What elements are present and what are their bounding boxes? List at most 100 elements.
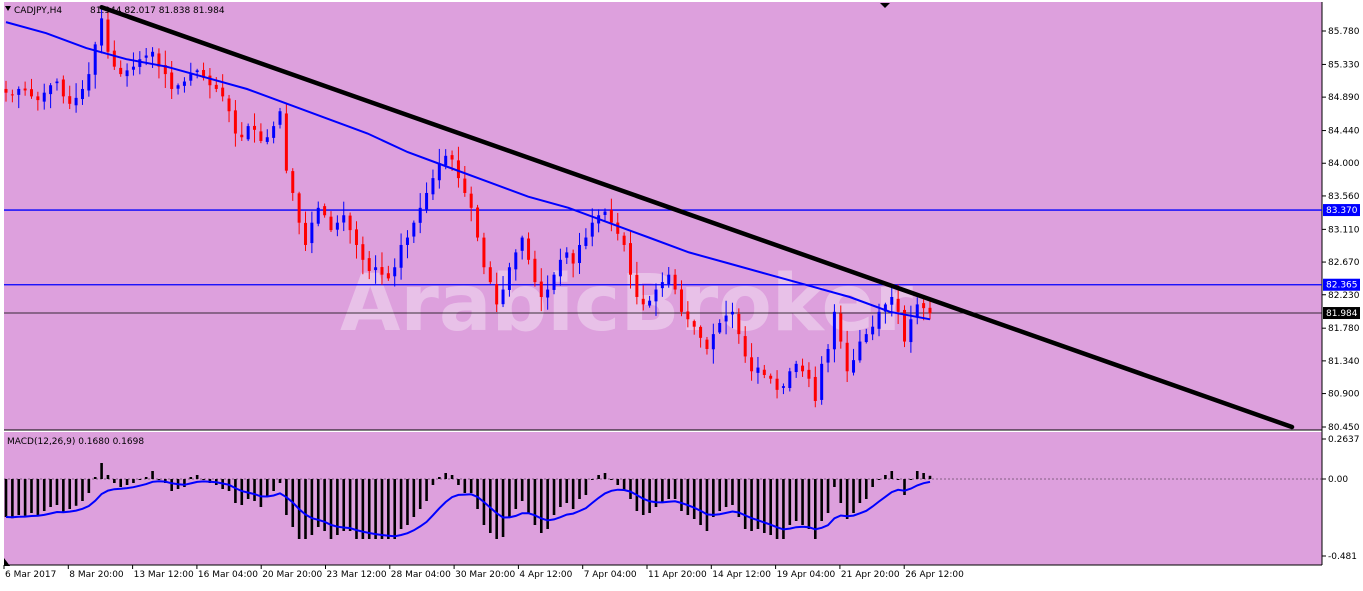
candle-body xyxy=(527,238,531,260)
macd-histogram-bar xyxy=(616,479,620,485)
candle-body xyxy=(533,258,537,283)
macd-histogram-bar xyxy=(457,479,460,485)
candle-body xyxy=(138,59,142,67)
scroll-marker-icon[interactable] xyxy=(4,558,10,566)
candle-body xyxy=(469,193,473,208)
candle-body xyxy=(182,81,186,86)
candle-body xyxy=(227,98,231,112)
candle-body xyxy=(546,289,550,298)
macd-histogram-bar xyxy=(195,475,199,479)
candle-body xyxy=(93,44,97,75)
candle-body xyxy=(259,131,263,141)
macd-histogram-bar xyxy=(578,479,581,499)
macd-histogram-bar xyxy=(788,479,792,525)
macd-histogram-bar xyxy=(418,479,422,509)
candle-body xyxy=(909,319,913,343)
macd-histogram-bar xyxy=(661,479,664,503)
candle-body xyxy=(628,243,632,275)
candle-body xyxy=(189,74,193,81)
candle-body xyxy=(304,222,308,245)
time-tick-label: 16 Mar 04:00 xyxy=(198,570,258,580)
trendline-line[interactable] xyxy=(99,4,1295,430)
candle-body xyxy=(221,87,225,97)
candle-body xyxy=(476,207,480,238)
macd-tick-label: 0.00 xyxy=(1328,475,1348,485)
candle-body xyxy=(170,72,174,89)
candle-body xyxy=(112,50,116,67)
macd-histogram-bar xyxy=(144,477,148,479)
candle-body xyxy=(17,88,21,95)
macd-histogram-bar xyxy=(310,479,314,535)
candle-body xyxy=(609,210,613,223)
macd-histogram-bar xyxy=(648,479,651,513)
price-tick-label: 80.450 xyxy=(1328,423,1360,433)
candle-body xyxy=(756,367,760,373)
macd-histogram-bar xyxy=(463,479,467,493)
candle-body xyxy=(412,222,416,237)
candle-body xyxy=(278,111,282,125)
candle-body xyxy=(571,253,575,264)
macd-histogram-bar xyxy=(17,479,21,515)
candle-body xyxy=(265,137,269,142)
macd-indicator: 0.2637 0.00 -0.481 xyxy=(4,435,1360,562)
candle-body xyxy=(163,65,167,75)
price-tick-label: 85.330 xyxy=(1328,60,1360,70)
macd-histogram-bar xyxy=(246,479,250,499)
macd-histogram-bar xyxy=(278,479,282,483)
candle-body xyxy=(673,274,677,290)
macd-histogram-bar xyxy=(87,479,91,493)
candle-body xyxy=(641,298,645,305)
time-tick-label: 20 Mar 20:00 xyxy=(262,570,322,580)
macd-histogram-bar xyxy=(393,479,397,539)
macd-histogram-bar xyxy=(571,479,575,509)
candle-body xyxy=(801,365,805,372)
candle-body xyxy=(386,273,390,279)
candle-body xyxy=(151,51,155,57)
collapse-arrow-icon[interactable] xyxy=(5,6,11,11)
candle-body xyxy=(29,89,33,97)
level-price-label: 82.365 xyxy=(1326,281,1358,291)
candle-body xyxy=(80,88,84,100)
macd-histogram-bar xyxy=(603,473,607,479)
candle-body xyxy=(437,163,441,181)
candle-body xyxy=(488,267,492,283)
macd-histogram-bar xyxy=(546,479,549,529)
candle-body xyxy=(310,222,314,244)
time-tick-label: 11 Apr 20:00 xyxy=(648,570,707,580)
shift-marker-icon[interactable] xyxy=(880,3,890,8)
candle-body xyxy=(788,371,792,389)
candle-body xyxy=(367,258,371,271)
macd-histogram-bar xyxy=(495,479,498,539)
trendline[interactable] xyxy=(99,4,1295,430)
candle-body xyxy=(539,281,543,297)
candle-body xyxy=(750,357,754,372)
candle-body xyxy=(590,222,594,237)
macd-histogram-bar xyxy=(527,479,530,513)
level-price-tag xyxy=(1323,278,1360,291)
candle-body xyxy=(769,375,773,379)
macd-histogram-bar xyxy=(361,479,365,539)
macd-histogram-bar xyxy=(234,479,237,503)
candle-body xyxy=(495,284,499,305)
candle-body xyxy=(157,53,161,67)
candle-body xyxy=(23,88,27,91)
candle-body xyxy=(74,97,78,106)
candle-body xyxy=(686,311,690,320)
candle-body xyxy=(820,363,824,400)
macd-histogram-bar xyxy=(750,479,753,531)
candle-body xyxy=(431,178,435,195)
price-tick-label: 82.230 xyxy=(1328,291,1360,301)
macd-histogram-bar xyxy=(265,479,269,497)
candle-body xyxy=(399,244,403,268)
candle-body xyxy=(380,267,384,275)
candle-body xyxy=(616,222,620,234)
macd-histogram-bar xyxy=(81,479,84,501)
macd-histogram-bar xyxy=(864,479,868,499)
time-tick-label: 6 Mar 2017 xyxy=(5,570,56,580)
candle-body xyxy=(832,311,836,350)
candle-body xyxy=(10,94,14,96)
price-tick-label: 81.340 xyxy=(1328,357,1360,367)
macd-histogram-bar xyxy=(93,477,97,479)
candle-body xyxy=(826,348,830,363)
